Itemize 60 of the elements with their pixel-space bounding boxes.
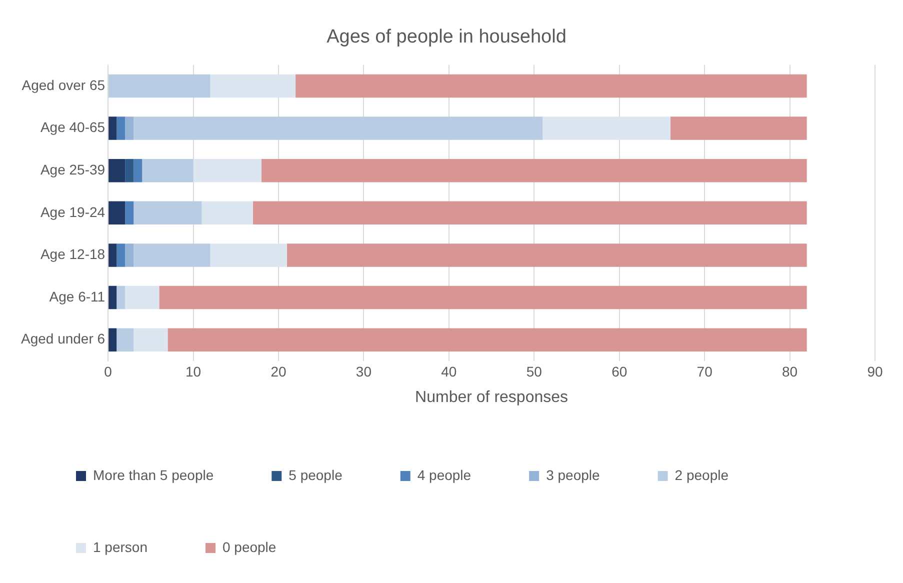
chart-title: Ages of people in household xyxy=(326,26,566,48)
bar xyxy=(125,201,134,225)
legend-label: 1 person xyxy=(93,538,148,555)
bar xyxy=(134,244,210,267)
bar xyxy=(168,328,807,352)
x-tick-label: 50 xyxy=(526,363,542,380)
legend-label: 5 people xyxy=(288,466,343,483)
y-tick-label: Age 6-11 xyxy=(49,288,106,304)
bar xyxy=(108,244,117,267)
bar xyxy=(142,158,194,182)
legend-label: 2 people xyxy=(674,466,729,483)
bar xyxy=(108,158,126,182)
bar xyxy=(134,158,142,182)
bar xyxy=(108,201,126,225)
x-tick-label: 20 xyxy=(270,363,286,380)
bar xyxy=(116,244,126,267)
bar xyxy=(108,328,117,352)
x-tick-label: 60 xyxy=(612,363,628,380)
x-tick-label: 80 xyxy=(782,363,798,380)
bar xyxy=(116,328,134,352)
bar xyxy=(108,74,210,98)
bar xyxy=(210,74,296,98)
bar xyxy=(670,116,807,140)
bar xyxy=(542,116,670,140)
x-tick-label: 90 xyxy=(867,363,883,380)
bar xyxy=(202,201,253,225)
x-tick-label: 0 xyxy=(104,363,112,380)
bar xyxy=(108,116,117,140)
bar xyxy=(210,244,288,267)
bar xyxy=(296,74,807,98)
bar xyxy=(134,201,202,225)
legend-label: 4 people xyxy=(417,466,472,483)
bar xyxy=(125,286,160,310)
bar xyxy=(134,116,543,140)
bar xyxy=(193,158,262,182)
legend-label: 3 people xyxy=(546,466,600,483)
legend-label: 0 people xyxy=(222,538,276,555)
x-tick-label: 40 xyxy=(441,363,457,380)
bar xyxy=(125,158,134,182)
y-tick-label: Age 19-24 xyxy=(40,204,106,220)
bar xyxy=(108,286,117,310)
legend-label: More than 5 people xyxy=(93,466,214,483)
y-tick-label: Aged under 6 xyxy=(20,330,106,347)
bar xyxy=(116,286,126,310)
y-tick-label: Age 25-39 xyxy=(40,161,106,178)
x-axis-title: Number of responses xyxy=(415,388,568,406)
bar xyxy=(287,244,807,267)
bar xyxy=(116,116,126,140)
bar xyxy=(252,201,807,225)
y-tick-label: Aged over 65 xyxy=(22,76,106,93)
bar xyxy=(134,328,168,352)
x-tick-label: 10 xyxy=(185,363,202,380)
bar xyxy=(125,244,134,267)
y-tick-label: Age 40-65 xyxy=(40,119,106,136)
bar xyxy=(261,158,807,182)
y-tick-label: Age 12-18 xyxy=(40,246,106,262)
x-tick-label: 30 xyxy=(356,363,372,380)
bar xyxy=(159,286,807,310)
x-tick-label: 70 xyxy=(696,363,713,380)
bar xyxy=(125,116,134,140)
